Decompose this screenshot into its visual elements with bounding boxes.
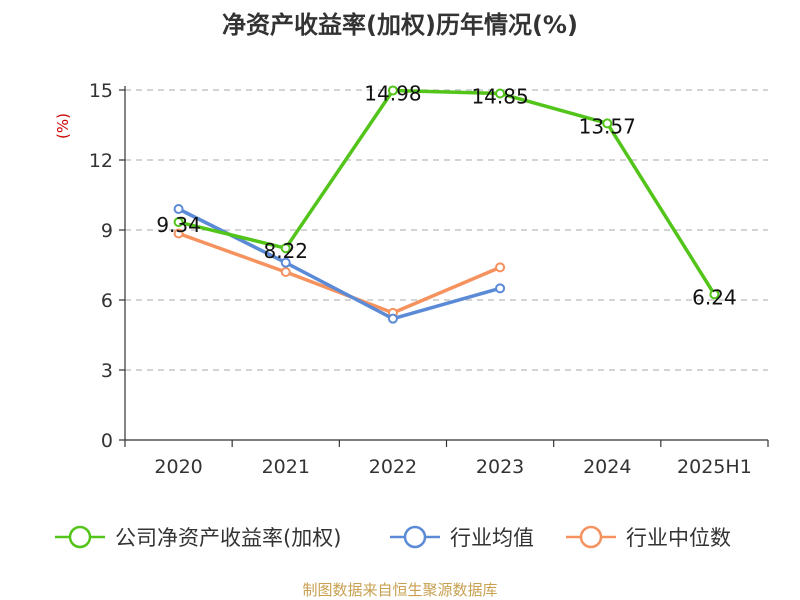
series-0-point-4: [602, 118, 613, 129]
legend: 公司净资产收益率(加权) 行业均值 行业中位数: [55, 525, 731, 550]
source-note: 制图数据来自恒生聚源数据库: [302, 581, 497, 599]
series-0-point-2: [387, 85, 398, 96]
series-2-point-1: [280, 267, 291, 277]
y-tick-label-5: 15: [89, 80, 113, 102]
series-0-point-1: [280, 243, 291, 254]
y-tick-label-4: 12: [89, 150, 113, 172]
axes: 0 3 6 9 12 15 2020 2021 2022 2023 2024 2025H1: [89, 80, 769, 478]
y-axis-label: (%): [54, 113, 72, 139]
series-0-point-0: [173, 217, 184, 228]
series-line-1: [177, 207, 501, 321]
y-tick-label-3: 9: [101, 220, 113, 242]
data-label-0-1: 8.22: [263, 239, 308, 263]
x-tick-label-0: 2020: [154, 456, 202, 478]
y-tick-label-1: 3: [101, 360, 113, 382]
data-label-0-3: 14.85: [471, 85, 528, 109]
data-label-0-0: 9.34: [156, 213, 201, 237]
legend-label-0: 公司净资产收益率(加权): [115, 526, 341, 550]
series-1-point-0: [173, 204, 184, 214]
data-label-0-4: 13.57: [579, 114, 636, 138]
x-tick-label-5: 2025H1: [677, 456, 752, 478]
chart-title: 净资产收益率(加权)历年情况(%): [222, 11, 578, 39]
data-label-0-2: 14.98: [364, 81, 421, 105]
legend-marker-1: [403, 525, 427, 549]
series-0-point-3: [495, 88, 506, 99]
series-2-point-0: [173, 228, 184, 239]
grid-lines: [125, 89, 768, 371]
y-tick-label-0: 0: [101, 430, 113, 452]
data-label-0-5: 6.24: [692, 285, 737, 309]
series-2-point-3: [495, 262, 506, 273]
series-1-point-3: [495, 283, 506, 294]
series-1-point-2: [387, 313, 398, 324]
x-tick-label-1: 2021: [262, 456, 310, 478]
legend-marker-2: [579, 525, 603, 549]
series-1-point-1: [280, 257, 291, 268]
legend-label-1: 行业均值: [450, 526, 534, 550]
x-tick-label-3: 2023: [476, 456, 524, 478]
x-tick-label-2: 2022: [369, 456, 417, 478]
series-lines: [173, 85, 720, 324]
legend-label-2: 行业中位数: [626, 526, 731, 550]
data-labels: 9.34 8.22 14.98 14.85 13.57 6.24: [156, 81, 736, 309]
legend-marker-0: [68, 525, 92, 549]
x-tick-label-4: 2024: [583, 456, 631, 478]
y-tick-label-2: 6: [101, 290, 113, 312]
series-line-0: [178, 88, 716, 296]
series-0-point-5: [709, 289, 720, 300]
